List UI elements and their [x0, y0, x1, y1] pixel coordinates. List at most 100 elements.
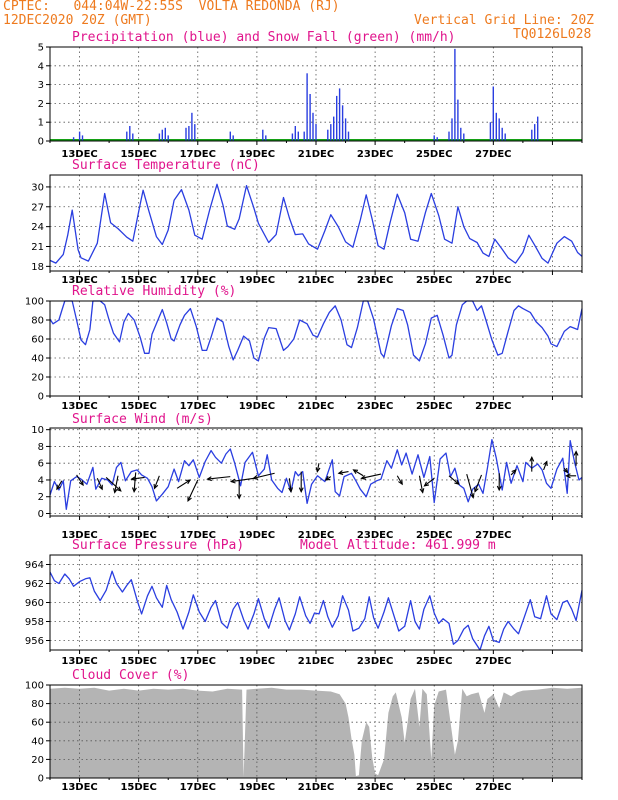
precip-bar — [534, 124, 536, 141]
wind-arrow-head — [398, 479, 403, 486]
x-tick-label: 19DEC — [239, 275, 275, 286]
wind-arrow — [448, 475, 460, 485]
y-tick-label: 100 — [25, 297, 44, 308]
precip-bar — [344, 118, 347, 141]
x-tick-label: 13DEC — [61, 275, 97, 286]
x-tick-label: 21DEC — [298, 782, 334, 793]
wind-arrow — [187, 479, 199, 502]
x-tick-label: 27DEC — [475, 149, 511, 160]
panel-title: Relative Humidity (%) — [72, 284, 236, 299]
y-tick-label: 40 — [31, 354, 44, 365]
x-tick-label: 21DEC — [298, 401, 334, 412]
x-tick-label: 19DEC — [239, 530, 275, 541]
wind-arrow — [76, 474, 84, 486]
wind-arrow — [338, 471, 349, 474]
wind-arrow — [466, 473, 474, 498]
y-tick-label: 962 — [25, 579, 44, 590]
y-tick-label: 27 — [31, 202, 44, 213]
x-tick-label: 17DEC — [180, 401, 216, 412]
wind-arrow-head — [206, 476, 212, 482]
precip-bar — [81, 135, 84, 141]
wind-arrow — [105, 477, 122, 492]
precip-bar — [504, 133, 506, 141]
y-tick-label: 80 — [31, 316, 44, 327]
y-tick-label: 0 — [38, 774, 44, 785]
wind-arrow — [133, 472, 137, 492]
wind-arrow — [153, 475, 160, 489]
wind-arrow-head — [113, 488, 118, 494]
series-line — [49, 300, 583, 362]
y-tick-label: 10 — [31, 425, 44, 436]
wind-arrow-head — [543, 460, 548, 467]
precip-bar — [167, 135, 169, 141]
precip-bar — [291, 133, 294, 141]
y-tick-label: 4 — [38, 475, 44, 486]
x-tick-label: 21DEC — [298, 656, 334, 667]
x-tick-label: 25DEC — [416, 656, 452, 667]
wind-arrow — [353, 469, 364, 477]
y-tick-label: 3 — [38, 80, 44, 91]
precip-bar — [460, 127, 462, 141]
header-line1: CPTEC: 044:04W-22:55S VOLTA REDONDA (RJ) — [3, 0, 340, 14]
x-tick-label: 13DEC — [61, 401, 97, 412]
x-tick-label: 23DEC — [357, 782, 393, 793]
wind-arrow — [176, 479, 191, 489]
y-tick-label: 2 — [38, 99, 44, 110]
y-tick-label: 20 — [31, 373, 44, 384]
x-tick-label: 15DEC — [120, 149, 156, 160]
x-tick-label: 21DEC — [298, 149, 334, 160]
precip-bar — [194, 124, 196, 141]
x-tick-label: 15DEC — [120, 782, 156, 793]
x-tick-label: 19DEC — [239, 782, 275, 793]
precip-bar — [489, 122, 492, 141]
precip-bar — [436, 137, 438, 141]
x-tick-label: 19DEC — [239, 401, 275, 412]
wind-arrow-head — [288, 487, 294, 493]
wind-arrow — [418, 475, 424, 493]
precip-bar — [158, 133, 161, 141]
x-tick-label: 19DEC — [239, 149, 275, 160]
x-tick-label: 27DEC — [475, 275, 511, 286]
precip-bar — [330, 124, 332, 141]
y-tick-label: 24 — [31, 222, 44, 233]
x-tick-label: 27DEC — [475, 782, 511, 793]
wind-arrow-head — [153, 483, 159, 490]
wind-arrow-head — [98, 484, 103, 491]
x-tick-label: 17DEC — [180, 149, 216, 160]
precip-bar — [341, 105, 344, 141]
precip-bar — [347, 131, 350, 141]
precip-bar — [78, 131, 81, 141]
x-tick-label: 23DEC — [357, 656, 393, 667]
x-tick-label: 17DEC — [180, 275, 216, 286]
y-tick-label: 20 — [31, 755, 44, 766]
precip-bar — [495, 112, 497, 141]
y-tick-label: 4 — [38, 61, 44, 72]
precip-bar — [191, 112, 193, 141]
wind-arrow — [114, 475, 119, 493]
precip-bar — [492, 86, 494, 141]
header-date: 12DEC2020 20Z (GMT) — [3, 13, 152, 28]
x-tick-label: 13DEC — [61, 149, 97, 160]
wind-arrow-head — [511, 468, 517, 475]
x-tick-label: 25DEC — [416, 530, 452, 541]
wind-arrow-head — [131, 487, 137, 493]
precip-bar — [531, 129, 533, 141]
wind-arrow-head — [79, 480, 84, 487]
precip-bar — [188, 126, 190, 141]
wind-arrow-head — [236, 494, 242, 500]
wind-arrow-head — [529, 456, 535, 462]
y-tick-label: 1 — [38, 118, 44, 129]
wind-arrow-head — [565, 473, 571, 479]
y-tick-label: 100 — [25, 681, 44, 692]
wind-arrow — [543, 461, 548, 471]
wind-arrow-head — [130, 476, 136, 482]
wind-arrow — [288, 478, 292, 492]
wind-arrow — [396, 475, 403, 485]
x-tick-label: 19DEC — [239, 656, 275, 667]
wind-arrow-head — [337, 470, 344, 476]
y-tick-label: 21 — [31, 242, 44, 253]
x-tick-label: 23DEC — [357, 149, 393, 160]
precip-bar — [336, 95, 338, 141]
wind-arrow-head — [469, 493, 475, 499]
